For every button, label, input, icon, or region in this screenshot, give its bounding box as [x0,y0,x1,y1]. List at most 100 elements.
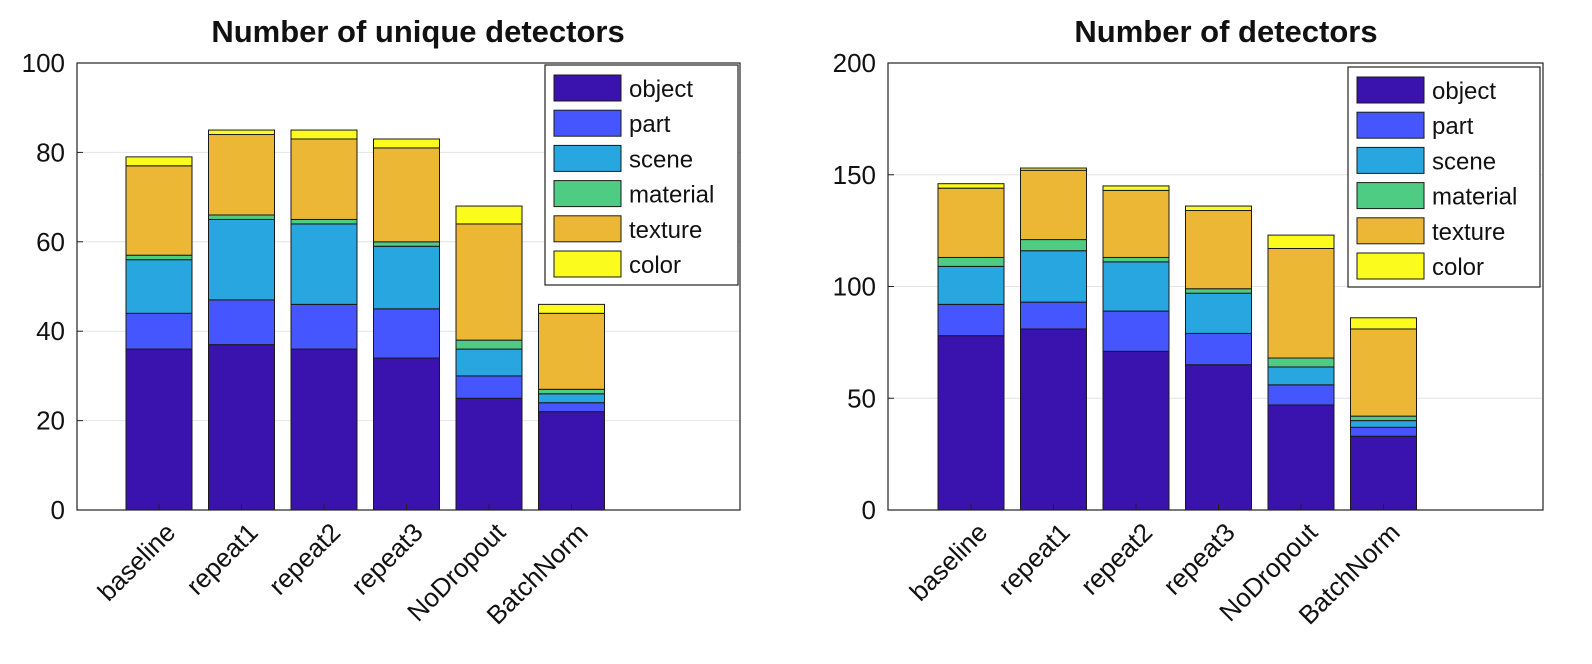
bar-segment-part [538,402,605,413]
axes-frame [76,62,741,511]
legend-label: material [1432,184,1517,211]
bar-segment-scene [538,393,605,404]
legend-swatch-texture [553,215,622,243]
bar-segment-color [937,183,1005,189]
bar-segment-part [1020,301,1087,330]
bar-segment-scene [937,265,1005,305]
legend-swatch-color [1356,252,1425,280]
y-tick-label: 100 [22,48,65,78]
bar-segment-material [373,241,440,247]
y-tick-label: 0 [862,495,876,525]
chart-title: Number of unique detectors [211,14,624,49]
x-tick-label: baseline [904,517,994,607]
bar-segment-scene [455,348,523,377]
bar-segment-object [208,344,275,511]
legend-swatch-material [1356,182,1425,210]
bar-segment-object [455,397,523,511]
legend-label: part [1432,113,1474,140]
bar-segment-object [538,411,605,511]
bar-segment-object [1102,350,1170,511]
bar-segment-texture [455,223,523,341]
legend-label: object [1432,78,1496,105]
bar-segment-part [1185,332,1252,366]
axes-frame [887,62,1544,511]
bar-segment-scene [373,245,440,310]
chart-detectors: Number of detectors 0 50 100 150 200 baseline… [833,14,1544,630]
legend-label: texture [1432,219,1505,246]
y-tick-label: 0 [51,495,65,525]
bar-segment-color [1102,185,1170,191]
bar-segment-object [937,335,1005,511]
legend-swatch-material [553,180,622,208]
bar-segment-scene [125,259,193,314]
y-tick-label: 50 [847,383,876,413]
bar-segment-texture [937,187,1005,258]
bar-segment-scene [1185,292,1252,334]
legend-swatch-object [1356,76,1425,104]
bar-segment-part [373,308,440,359]
legend-swatch-part [1356,111,1425,139]
bar-segment-material [1267,357,1335,368]
bar-segment-material [1102,256,1170,263]
bar-segment-material [290,218,358,225]
x-tick-label: repeat2 [263,517,347,601]
bar-segment-material [208,214,275,220]
legend-swatch-object [553,74,622,102]
bar-segment-part [455,375,523,399]
chart-title: Number of detectors [1074,14,1377,49]
bar-segment-color [125,156,193,167]
bar-segment-material [937,256,1005,267]
bar-segment-color [373,138,440,149]
bar-segment-scene [290,223,358,305]
bar-segment-part [937,303,1005,337]
bar-segment-object [290,348,358,511]
bar-segment-scene [208,218,275,301]
bar-segment-scene [1267,366,1335,386]
bar-segment-color [290,129,358,140]
bar-segment-color [1020,167,1087,171]
legend-swatch-texture [1356,217,1425,245]
bar-segment-texture [1020,169,1087,241]
bar-segment-material [125,254,193,261]
bar-segment-material [1185,288,1252,294]
legend-label: texture [629,217,702,244]
legend-label: scene [629,146,693,173]
bar-segment-color [538,303,605,314]
x-tick-label: repeat2 [1075,517,1159,601]
x-tick-label: repeat3 [1157,517,1241,601]
y-tick-label: 60 [36,227,65,257]
bar-segment-object [1350,435,1417,511]
bar-segment-object [1185,364,1252,511]
y-tick-label: 200 [833,48,876,78]
legend-label: color [1432,254,1484,281]
bar-segment-scene [1102,261,1170,312]
bar-segment-texture [1267,248,1335,359]
legend-label: object [629,76,693,103]
bar-segment-object [1267,404,1335,511]
bar-segment-part [1267,384,1335,406]
y-tick-label: 40 [36,316,65,346]
bar-segment-texture [373,147,440,243]
bar-segment-texture [1350,328,1417,417]
y-tick-label: 20 [36,406,65,436]
bar-segment-part [1102,310,1170,352]
bar-segment-texture [1102,189,1170,258]
legend-label: color [629,252,681,279]
bar-segment-color [1267,234,1335,250]
x-tick-label: repeat1 [180,517,264,601]
legend-label: part [629,111,671,138]
bar-segment-texture [125,165,193,256]
legend-box [544,64,739,286]
bar-segment-scene [1020,250,1087,303]
x-tick-label: repeat1 [992,517,1076,601]
bar-segment-texture [538,312,605,390]
bar-segment-object [125,348,193,511]
bar-segment-part [1350,426,1417,437]
y-tick-label: 100 [833,272,876,302]
legend-swatch-scene [1356,146,1425,174]
y-tick-label: 80 [36,137,65,167]
legend-label: scene [1432,148,1496,175]
bar-segment-part [290,303,358,350]
bar-segment-material [455,339,523,350]
